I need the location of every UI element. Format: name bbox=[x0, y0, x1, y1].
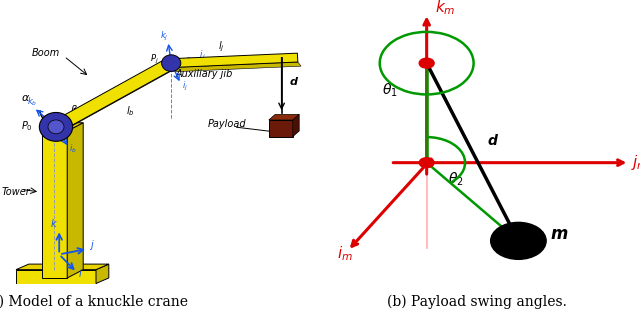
Text: m: m bbox=[550, 226, 568, 243]
Text: $l_b$: $l_b$ bbox=[127, 104, 135, 118]
Polygon shape bbox=[16, 264, 109, 270]
Text: d: d bbox=[488, 134, 497, 148]
Polygon shape bbox=[96, 264, 109, 284]
Polygon shape bbox=[16, 270, 96, 284]
Circle shape bbox=[419, 158, 434, 168]
Circle shape bbox=[40, 112, 73, 141]
Text: Auxiliary jib: Auxiliary jib bbox=[176, 69, 234, 79]
Polygon shape bbox=[60, 66, 181, 132]
Polygon shape bbox=[42, 123, 83, 131]
Text: $k_b$: $k_b$ bbox=[27, 95, 38, 108]
Circle shape bbox=[162, 55, 181, 72]
Text: (a) Model of a knuckle crane: (a) Model of a knuckle crane bbox=[0, 295, 188, 309]
Text: $l_j$: $l_j$ bbox=[218, 40, 225, 54]
Text: $j_j$: $j_j$ bbox=[200, 49, 206, 62]
Polygon shape bbox=[171, 53, 298, 67]
Text: $P_j$: $P_j$ bbox=[150, 53, 159, 66]
Text: $k_j$: $k_j$ bbox=[160, 30, 168, 43]
Text: $\alpha$: $\alpha$ bbox=[20, 93, 30, 103]
Text: Tower: Tower bbox=[2, 187, 30, 197]
Text: $\theta_2$: $\theta_2$ bbox=[448, 171, 464, 188]
Text: $i_m$: $i_m$ bbox=[337, 244, 353, 263]
Text: d: d bbox=[290, 77, 298, 87]
Text: $i$: $i$ bbox=[78, 266, 83, 278]
Polygon shape bbox=[67, 123, 83, 278]
Text: $i_b$: $i_b$ bbox=[69, 143, 77, 155]
Text: $k_m$: $k_m$ bbox=[435, 0, 456, 17]
Circle shape bbox=[419, 58, 434, 68]
Text: (b) Payload swing angles.: (b) Payload swing angles. bbox=[387, 294, 567, 309]
Text: Boom: Boom bbox=[32, 48, 60, 58]
Text: $\beta$: $\beta$ bbox=[70, 103, 78, 117]
Polygon shape bbox=[172, 62, 301, 72]
Circle shape bbox=[48, 120, 64, 134]
Polygon shape bbox=[42, 131, 67, 278]
Polygon shape bbox=[292, 114, 300, 137]
Text: Payload: Payload bbox=[208, 119, 246, 129]
Text: $i_j$: $i_j$ bbox=[182, 79, 188, 93]
Text: $j$: $j$ bbox=[89, 238, 95, 252]
Text: $\theta_1$: $\theta_1$ bbox=[382, 82, 397, 99]
Text: $j_b$: $j_b$ bbox=[84, 104, 93, 117]
Text: $j_m$: $j_m$ bbox=[632, 153, 640, 172]
Text: $P_0$: $P_0$ bbox=[20, 120, 33, 134]
Text: $k$: $k$ bbox=[50, 217, 58, 229]
Polygon shape bbox=[52, 58, 175, 132]
Circle shape bbox=[491, 222, 546, 259]
Polygon shape bbox=[269, 120, 292, 137]
Polygon shape bbox=[269, 114, 300, 120]
